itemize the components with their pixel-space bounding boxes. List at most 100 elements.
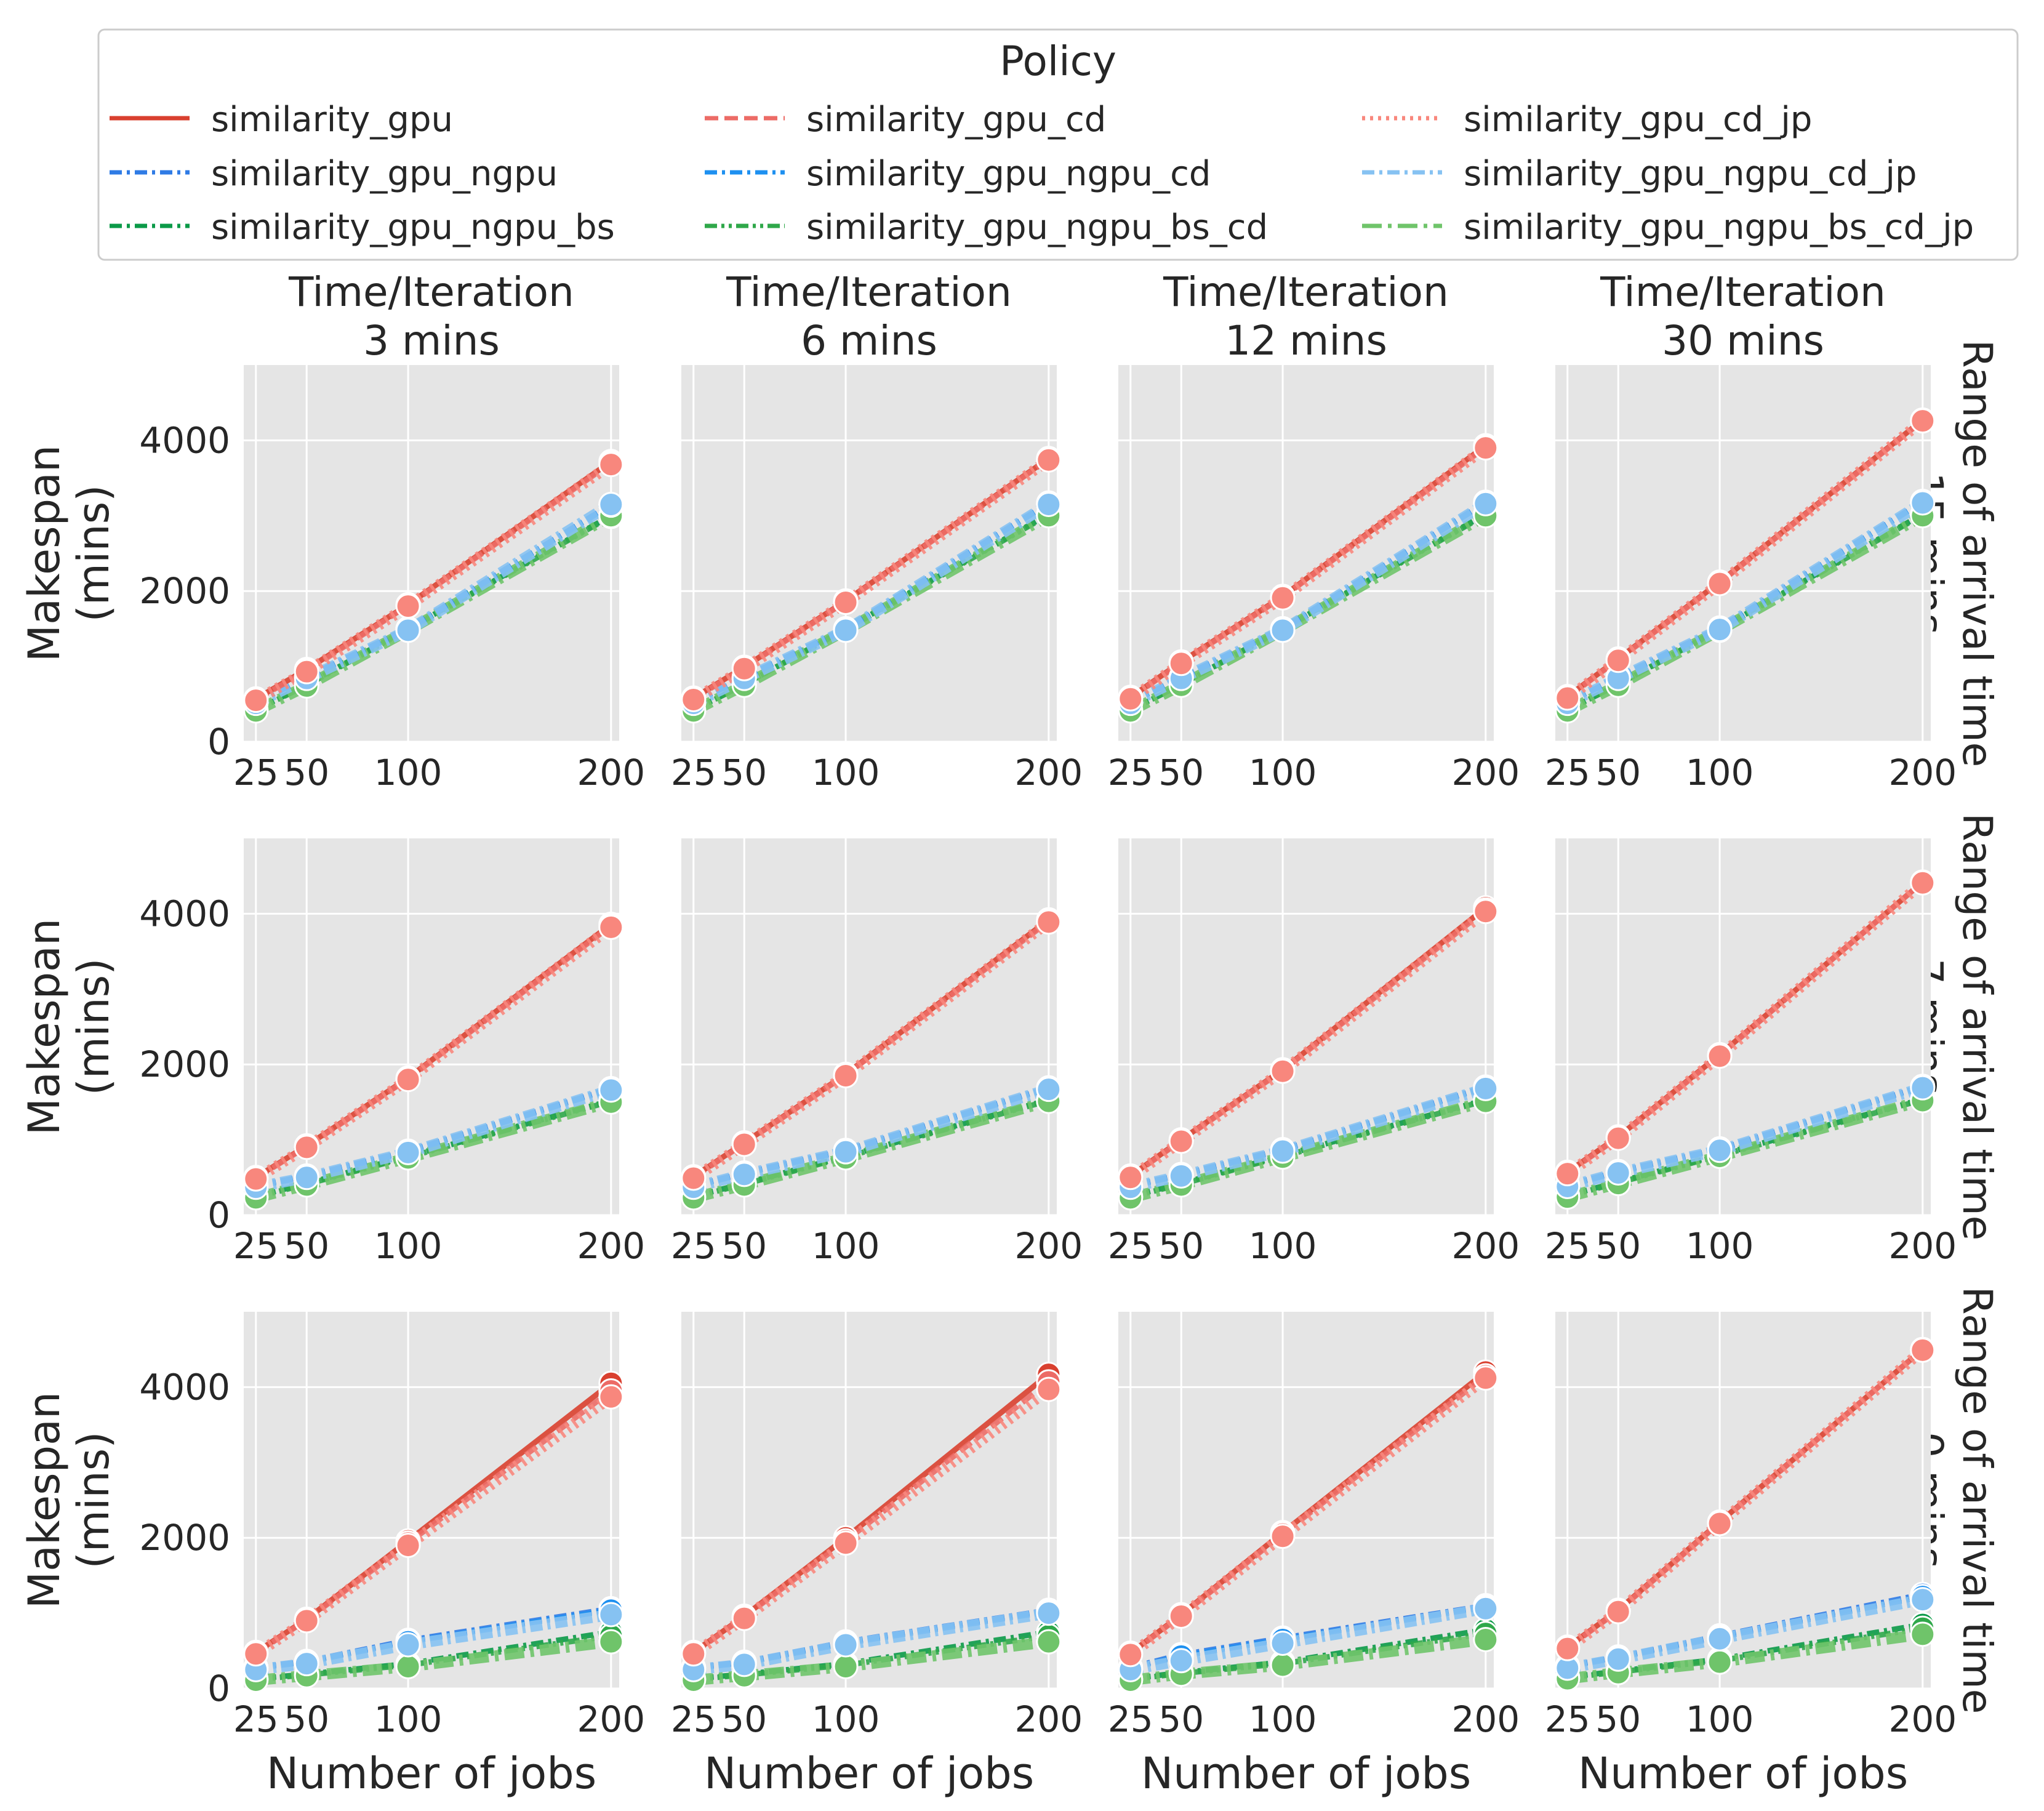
legend-label-similarity_gpu_ngpu_cd: similarity_gpu_ngpu_cd: [806, 154, 1211, 194]
y-tick-label: 2000: [139, 1517, 230, 1559]
x-tick-label: 25: [671, 752, 716, 793]
legend-label-similarity_gpu: similarity_gpu: [211, 100, 453, 140]
x-axis-label-1: Number of jobs: [704, 1748, 1034, 1799]
col-title-value-1: 6 mins: [801, 317, 937, 364]
series-line-blue-2: [1128, 499, 1489, 709]
data-point-blue-2: [1473, 1075, 1499, 1101]
x-tick-label: 100: [1249, 1698, 1317, 1740]
data-point-red-2: [1270, 585, 1296, 611]
data-point-blue-2: [1036, 1600, 1062, 1626]
series-line-red-2: [253, 923, 615, 1184]
y-tick-label: 4000: [139, 1366, 230, 1408]
data-point-blue-2: [731, 1652, 757, 1677]
series-line-blue-2: [692, 1083, 1051, 1193]
x-tick-label: 100: [374, 752, 443, 793]
data-point-blue-2: [1707, 1626, 1733, 1652]
series-line-blue-2: [1129, 1083, 1488, 1193]
data-point-red-2: [1118, 1642, 1144, 1668]
data-point-green-2: [598, 1629, 624, 1655]
data-point-blue-2: [1473, 1596, 1499, 1621]
data-point-blue-2: [395, 1632, 421, 1658]
y-axis-label-0: Makespan: [19, 445, 70, 662]
x-tick-label: 200: [1451, 752, 1520, 793]
x-tick-label: 25: [1108, 1225, 1153, 1267]
panel-r1-c3: 25 50 100 200: [1545, 838, 1957, 1267]
data-point-red-2: [395, 593, 421, 619]
data-point-blue-2: [1605, 1646, 1631, 1672]
data-point-red-2: [1168, 1603, 1194, 1629]
y-tick-label: 0: [207, 1668, 230, 1709]
data-point-red-2: [833, 1063, 859, 1089]
panel-r2-c1: 25 50 100 200: [671, 1312, 1083, 1740]
row-title-2: Range of arrival time: [1954, 1287, 2001, 1714]
data-point-red-2: [1555, 685, 1581, 711]
x-tick-label: 200: [1888, 1225, 1957, 1267]
series-line-green-2: [255, 1636, 612, 1686]
data-point-blue-2: [395, 1139, 421, 1165]
data-point-green-2: [1036, 1629, 1062, 1655]
panel-background: [1555, 838, 1931, 1215]
x-tick-label: 100: [1686, 1225, 1754, 1267]
col-title-1: Time/Iteration: [726, 268, 1012, 316]
data-point-red-2: [243, 1166, 269, 1192]
x-tick-label: 50: [1158, 752, 1204, 793]
data-point-red-2: [598, 914, 624, 940]
data-point-red-2: [1473, 435, 1499, 461]
data-point-red-2: [243, 688, 269, 713]
data-point-blue-2: [1707, 617, 1733, 643]
data-point-red-2: [731, 1131, 757, 1157]
x-tick-label: 25: [1545, 1698, 1590, 1740]
x-tick-label: 100: [1686, 1698, 1754, 1740]
data-point-blue-2: [731, 1162, 757, 1187]
x-axis-label-2: Number of jobs: [1141, 1748, 1471, 1799]
legend-label-similarity_gpu_ngpu_bs_cd: similarity_gpu_ngpu_bs_cd: [806, 207, 1268, 247]
data-point-red-2: [1707, 571, 1733, 596]
data-point-red-2: [731, 656, 757, 681]
data-point-red-2: [598, 1384, 624, 1410]
data-point-blue-2: [1473, 491, 1499, 516]
x-tick-label: 50: [721, 752, 767, 793]
data-point-blue-2: [1168, 1163, 1194, 1189]
series-line-green-2: [254, 1096, 613, 1203]
data-point-red-2: [1036, 1376, 1062, 1402]
x-tick-label: 25: [671, 1225, 716, 1267]
series-line-blue-2: [255, 1085, 613, 1193]
data-point-blue-2: [1270, 617, 1296, 643]
x-tick-label: 25: [233, 1225, 279, 1267]
series-line-red-2: [1127, 1373, 1489, 1660]
x-axis-labels: Number of jobs Number of jobs Number of jo…: [267, 1748, 1908, 1799]
series-line-red-2: [690, 917, 1052, 1183]
x-tick-label: 50: [284, 1698, 329, 1740]
x-tick-label: 25: [1108, 1698, 1153, 1740]
data-point-red-2: [1270, 1524, 1296, 1549]
y-axis-label-1: Makespan: [19, 918, 70, 1136]
x-tick-label: 50: [1158, 1698, 1204, 1740]
data-point-red-2: [1910, 408, 1936, 434]
row-title-1: Range of arrival time: [1954, 813, 2001, 1241]
data-point-green-2: [1473, 1626, 1499, 1652]
data-point-blue-2: [1270, 1631, 1296, 1656]
y-tick-label: 0: [207, 721, 230, 763]
x-tick-label: 200: [577, 1698, 645, 1740]
data-point-red-2: [1118, 686, 1144, 712]
data-point-red-2: [395, 1532, 421, 1558]
series-line-blue-2: [692, 1607, 1050, 1676]
data-point-blue-2: [1707, 1138, 1733, 1163]
series-line-red-2: [1127, 907, 1489, 1183]
x-tick-label: 50: [284, 752, 329, 793]
x-tick-label: 50: [1595, 752, 1641, 793]
data-point-green-2: [833, 1654, 859, 1680]
series-line-red-1: [1566, 880, 1925, 1176]
series-line-red-2: [1127, 443, 1489, 704]
y-axis-label-2: Makespan: [19, 1392, 70, 1609]
y-tick-label: 0: [207, 1194, 230, 1236]
legend-label-similarity_gpu_ngpu_cd_jp: similarity_gpu_ngpu_cd_jp: [1464, 154, 1917, 194]
x-tick-label: 100: [812, 752, 880, 793]
panel-background: [681, 838, 1057, 1215]
panel-r0-c3: 25 50 100 200: [1545, 365, 1957, 793]
legend-label-similarity_gpu_ngpu_bs_cd_jp: similarity_gpu_ngpu_bs_cd_jp: [1464, 207, 1974, 247]
x-tick-label: 200: [1888, 752, 1957, 793]
x-tick-label: 25: [233, 1698, 279, 1740]
